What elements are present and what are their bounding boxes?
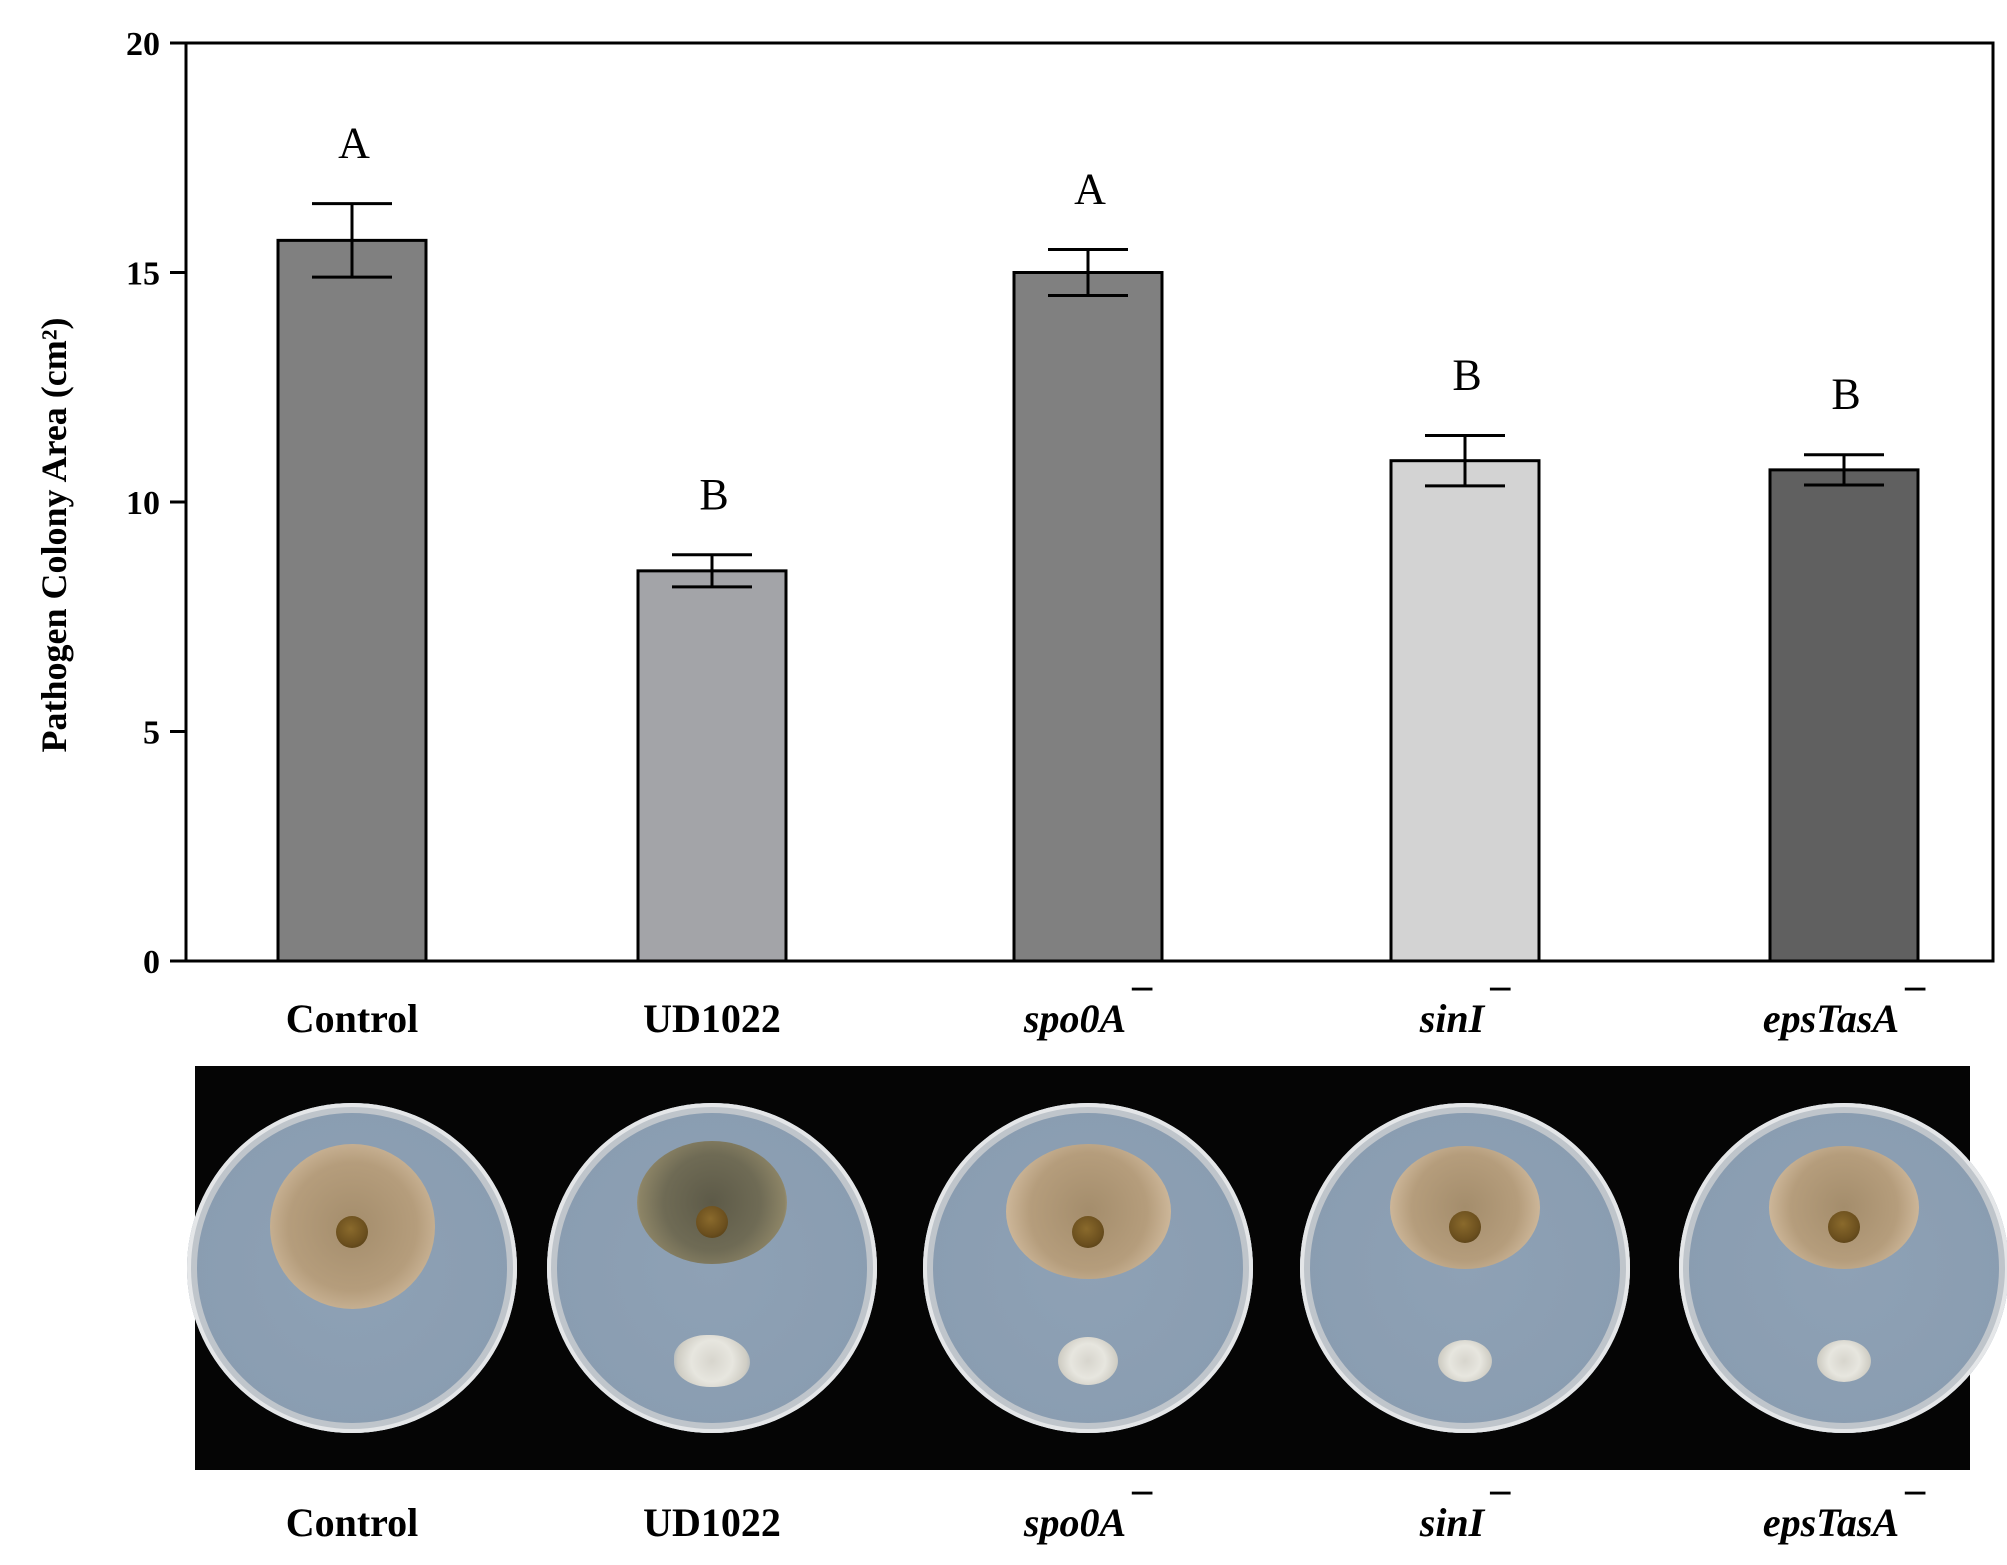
petri-dish-photo-panel [187,1066,2007,1470]
bar [276,238,428,963]
photo-label: Control [286,1500,419,1545]
y-tick-label: 5 [143,715,160,752]
y-tick-label: 20 [126,26,160,63]
bacterial-colony [1438,1340,1492,1382]
spo0a-dish [923,1103,1253,1433]
photo-label: spo0A ¯ [1023,1486,1153,1545]
bars: A B A B B [276,119,1920,963]
significance-letter: A [338,119,370,168]
x-axis-labels: Control UD1022 spo0A ¯ sinI ¯ epsTasA ¯ [286,982,1926,1041]
sini-dish [1300,1103,1630,1433]
pathogen-plug [1449,1211,1481,1243]
bar [636,569,788,963]
x-tick-label: spo0A ¯ [1023,982,1153,1041]
x-tick-label: epsTasA ¯ [1763,982,1926,1041]
y-tick-label: 0 [143,944,160,981]
pathogen-plug [696,1206,728,1238]
bar [1768,468,1920,963]
photo-labels: Control UD1022 spo0A ¯ sinI ¯ epsTasA ¯ [286,1486,1926,1545]
pathogen-plug [1828,1211,1860,1243]
pathogen-plug [336,1216,368,1248]
bacterial-colony [674,1335,750,1387]
photo-label: epsTasA ¯ [1763,1486,1926,1545]
significance-letter: B [699,470,728,519]
x-tick-label: Control [286,996,419,1041]
significance-letter: A [1074,165,1106,214]
significance-letter: B [1831,370,1860,419]
ud1022-dish [547,1103,877,1433]
photo-label: UD1022 [643,1500,781,1545]
y-tick-label: 15 [126,256,160,293]
control-dish [187,1103,517,1433]
pathogen-colony [1005,1143,1171,1279]
pathogen-colony [637,1141,787,1264]
bar [1389,459,1541,963]
pathogen-plug [1072,1216,1104,1248]
y-axis-title: Pathogen Colony Area (cm²) [34,317,74,752]
bacterial-colony [1817,1340,1871,1382]
x-tick-label: sinI ¯ [1419,982,1512,1041]
significance-letter: B [1452,350,1481,399]
bacterial-colony [1058,1337,1118,1385]
pathogen-colony [1769,1146,1919,1269]
y-tick-label: 10 [126,485,160,522]
bar [1012,271,1164,963]
epstasa-dish [1679,1103,2007,1433]
photo-label: sinI ¯ [1419,1486,1512,1545]
x-tick-label: UD1022 [643,996,781,1041]
pathogen-colony [1390,1146,1540,1269]
